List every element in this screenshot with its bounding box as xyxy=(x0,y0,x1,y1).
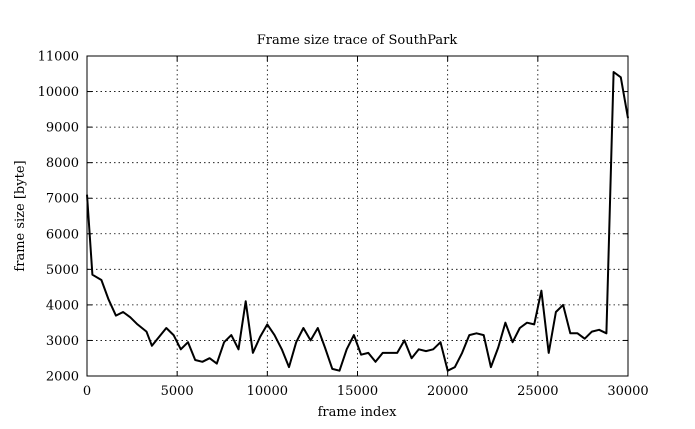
y-tick-label: 10000 xyxy=(38,85,79,100)
y-axis-label: frame size [byte] xyxy=(13,160,28,271)
x-tick-label: 10000 xyxy=(247,384,288,399)
x-tick-label: 20000 xyxy=(427,384,468,399)
x-axis-label: frame index xyxy=(318,405,397,420)
x-tick-label: 15000 xyxy=(337,384,378,399)
y-tick-label: 3000 xyxy=(46,334,79,349)
y-tick-label: 8000 xyxy=(46,156,79,171)
y-tick-label: 9000 xyxy=(46,121,79,136)
y-tick-label: 4000 xyxy=(46,298,79,313)
y-tick-label: 7000 xyxy=(46,192,79,207)
x-tick-label: 25000 xyxy=(517,384,558,399)
grid-lines xyxy=(87,56,628,376)
x-tick-label: 5000 xyxy=(161,384,194,399)
x-tick-label: 0 xyxy=(83,384,91,399)
y-tick-label: 6000 xyxy=(46,227,79,242)
chart-title: Frame size trace of SouthPark xyxy=(257,33,458,48)
y-tick-labels: 2000 3000 4000 5000 6000 7000 8000 9000 10000 110… xyxy=(38,50,79,385)
series-line-frame-size xyxy=(86,71,629,372)
axis-ticks xyxy=(86,55,629,377)
y-tick-label: 11000 xyxy=(38,50,79,65)
y-tick-label: 2000 xyxy=(46,370,79,385)
plot-frame xyxy=(86,55,629,377)
x-tick-labels: 0 5000 10000 15000 20000 25000 30000 xyxy=(83,384,649,399)
y-tick-label: 5000 xyxy=(46,263,79,278)
x-tick-label: 30000 xyxy=(607,384,648,399)
